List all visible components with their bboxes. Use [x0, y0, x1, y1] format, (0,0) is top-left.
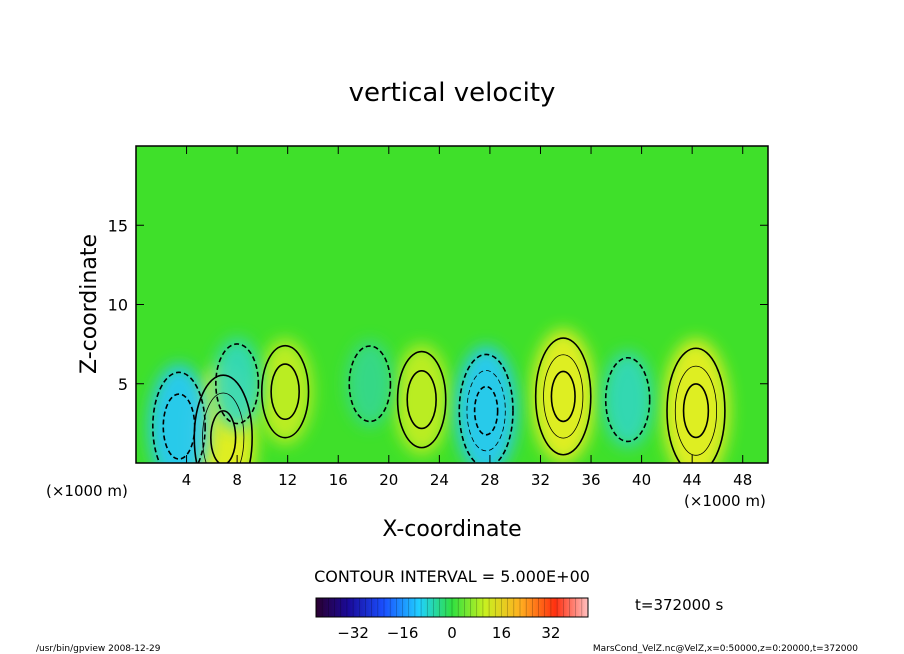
footer-left: /usr/bin/gpview 2008-12-29 — [36, 644, 161, 654]
x-axis: 4 8 12 16 20 24 28 32 36 40 44 48 — [182, 146, 752, 489]
x-tick-label: 36 — [581, 471, 600, 489]
colorbar-tick-label: −16 — [387, 624, 419, 642]
x-tick-label: 12 — [278, 471, 297, 489]
updraft-blob — [258, 338, 313, 445]
x-tick-label: 48 — [733, 471, 752, 489]
contour-negative — [348, 345, 392, 423]
x-tick-label: 28 — [480, 471, 499, 489]
contour-positive — [666, 347, 726, 463]
x-unit-right: (×1000 m) — [684, 492, 766, 510]
contour-positive — [674, 365, 718, 456]
colorbar-tick-label: 16 — [492, 624, 511, 642]
x-tick-label: 32 — [531, 471, 550, 489]
contour-positive — [543, 354, 584, 439]
time-label: t=372000 s — [635, 596, 723, 614]
colorbar-tick-label: 0 — [447, 624, 457, 642]
x-unit-left: (×1000 m) — [46, 482, 128, 500]
downdraft-blob — [602, 351, 653, 448]
updraft-blob — [531, 329, 595, 463]
contour-positive — [260, 344, 310, 439]
contour-negative — [604, 356, 651, 443]
y-tick-label: 10 — [108, 296, 128, 315]
x-tick-label: 24 — [430, 471, 449, 489]
x-tick-label: 8 — [232, 471, 242, 489]
contour-positive — [534, 337, 592, 456]
colorbar — [315, 597, 589, 618]
contour-positive — [396, 350, 447, 449]
chart-title: vertical velocity — [349, 78, 556, 108]
updraft-blob — [393, 344, 450, 455]
colorbar-tick-label: 32 — [541, 624, 560, 642]
x-tick-label: 20 — [379, 471, 398, 489]
contour-negative — [215, 343, 260, 425]
contour-negative — [466, 370, 506, 452]
contour-negative — [152, 371, 206, 463]
downdraft-blob — [455, 346, 518, 463]
contour-lines — [152, 337, 726, 463]
contour-positive — [406, 369, 437, 430]
contour-positive — [550, 370, 576, 423]
updraft-blob — [662, 338, 730, 463]
x-tick-label: 44 — [683, 471, 702, 489]
colorbar-ticks: −32 −16 0 16 32 — [315, 598, 589, 642]
footer-right: MarsCond_VelZ.nc@VelZ,x=0:50000,z=0:2000… — [593, 644, 858, 654]
x-tick-label: 40 — [632, 471, 651, 489]
downdraft-blob — [346, 340, 394, 428]
x-tick-label: 4 — [182, 471, 192, 489]
downdraft-blob — [148, 364, 210, 463]
contour-positive — [202, 392, 245, 463]
y-tick-label: 5 — [118, 375, 128, 394]
y-axis: 5 10 15 — [108, 216, 768, 394]
colorbar-tick-label: −32 — [337, 624, 369, 642]
contour-negative — [473, 385, 499, 436]
contour-positive — [270, 363, 300, 421]
contour-negative — [162, 393, 196, 460]
contour-positive — [210, 410, 237, 463]
contour-interval-label: CONTOUR INTERVAL = 5.000E+00 — [314, 567, 590, 586]
contour-negative — [458, 353, 514, 463]
x-tick-label: 16 — [329, 471, 348, 489]
y-tick-label: 15 — [108, 216, 128, 235]
y-axis-label: Z-coordinate — [77, 234, 102, 374]
x-axis-label: X-coordinate — [382, 517, 521, 542]
contour-positive — [682, 383, 710, 439]
